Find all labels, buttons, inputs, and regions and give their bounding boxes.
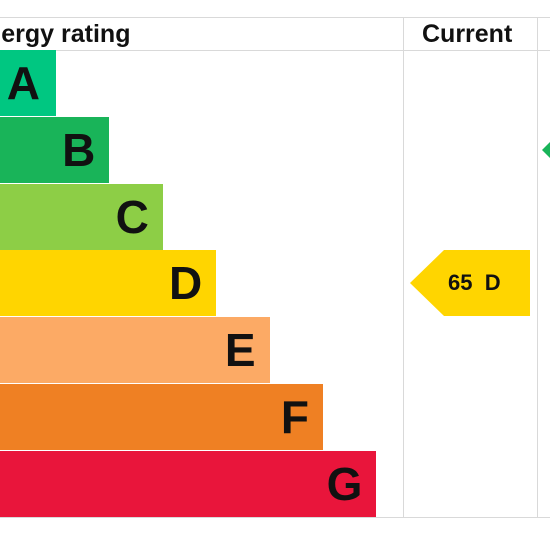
- potential-rating-arrow: [542, 142, 550, 158]
- band-f: F: [0, 384, 323, 450]
- potential-column-divider: [537, 17, 538, 518]
- band-letter-e: E: [224, 324, 256, 377]
- potential-rating-indicator: [542, 142, 550, 158]
- band-letter-d: D: [168, 257, 203, 310]
- current-rating-arrow: [410, 250, 530, 316]
- band-d: D: [0, 250, 217, 317]
- current-column-header: Current: [422, 20, 513, 48]
- band-e: E: [0, 317, 270, 384]
- band-letter-g: G: [326, 457, 363, 510]
- band-g: G: [0, 450, 377, 517]
- band-b: B: [0, 116, 110, 183]
- header-divider: [0, 50, 550, 51]
- band-letter-a: A: [6, 57, 40, 109]
- band-letter-f: F: [280, 391, 309, 443]
- band-letter-b: B: [62, 123, 96, 176]
- band-c: C: [0, 183, 163, 250]
- chart-title: nergy rating: [0, 20, 131, 48]
- band-letter-c: C: [115, 190, 149, 243]
- current-rating-label: 65 D: [448, 270, 501, 295]
- band-a: A: [0, 50, 56, 116]
- current-rating-indicator: [410, 250, 530, 316]
- top-border: [0, 17, 550, 18]
- bottom-border: [0, 517, 550, 518]
- current-column-divider: [403, 17, 404, 518]
